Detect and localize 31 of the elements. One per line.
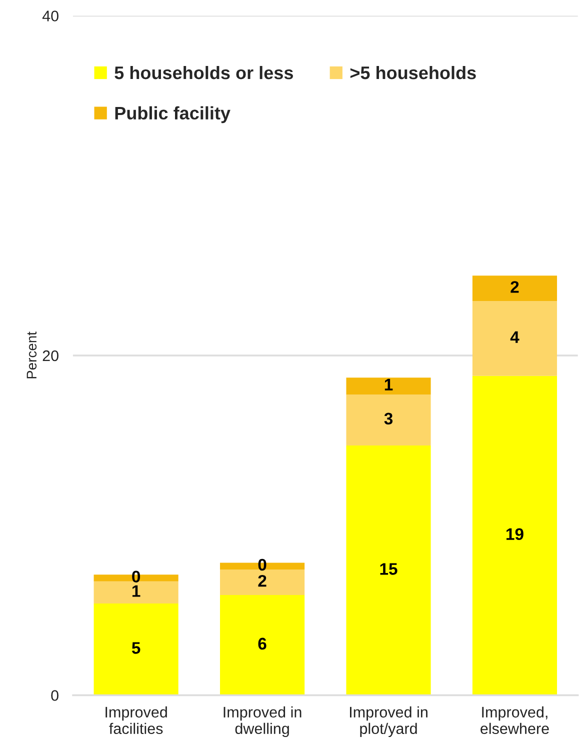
bar [472, 276, 558, 302]
legend-label: Public facility [115, 106, 230, 124]
data-label: 5 [132, 642, 140, 654]
data-label: 4 [510, 331, 520, 343]
data-label: 3 [384, 412, 393, 425]
y-tick-label: 0 [51, 690, 58, 701]
data-label: 1 [384, 378, 393, 390]
x-tick-label: Improved facilities [106, 706, 167, 734]
bar [94, 581, 178, 604]
bar [346, 446, 431, 696]
data-label: 1 [132, 585, 140, 597]
data-label: 2 [258, 574, 266, 587]
bar [472, 301, 558, 376]
data-label: 6 [258, 638, 266, 650]
bar [220, 595, 305, 696]
legend-label: 5 households or less [114, 66, 293, 80]
data-label: 2 [510, 281, 519, 293]
data-label: 19 [506, 528, 524, 540]
y-tick-label: 20 [42, 350, 58, 362]
bar [94, 604, 178, 696]
y-tick-label: 40 [42, 10, 58, 22]
y-axis-title: Percent [26, 332, 37, 378]
bar [220, 570, 305, 596]
x-tick-label: Improved in plot/yard [350, 706, 428, 738]
bar [472, 376, 558, 696]
legend-label: >5 households [350, 66, 476, 80]
data-label: 15 [380, 563, 398, 575]
x-tick-label: Improved, elsewhere [480, 706, 549, 734]
bar [346, 394, 431, 446]
bar [346, 378, 431, 395]
x-tick-label: Improved in dwelling [224, 706, 302, 738]
